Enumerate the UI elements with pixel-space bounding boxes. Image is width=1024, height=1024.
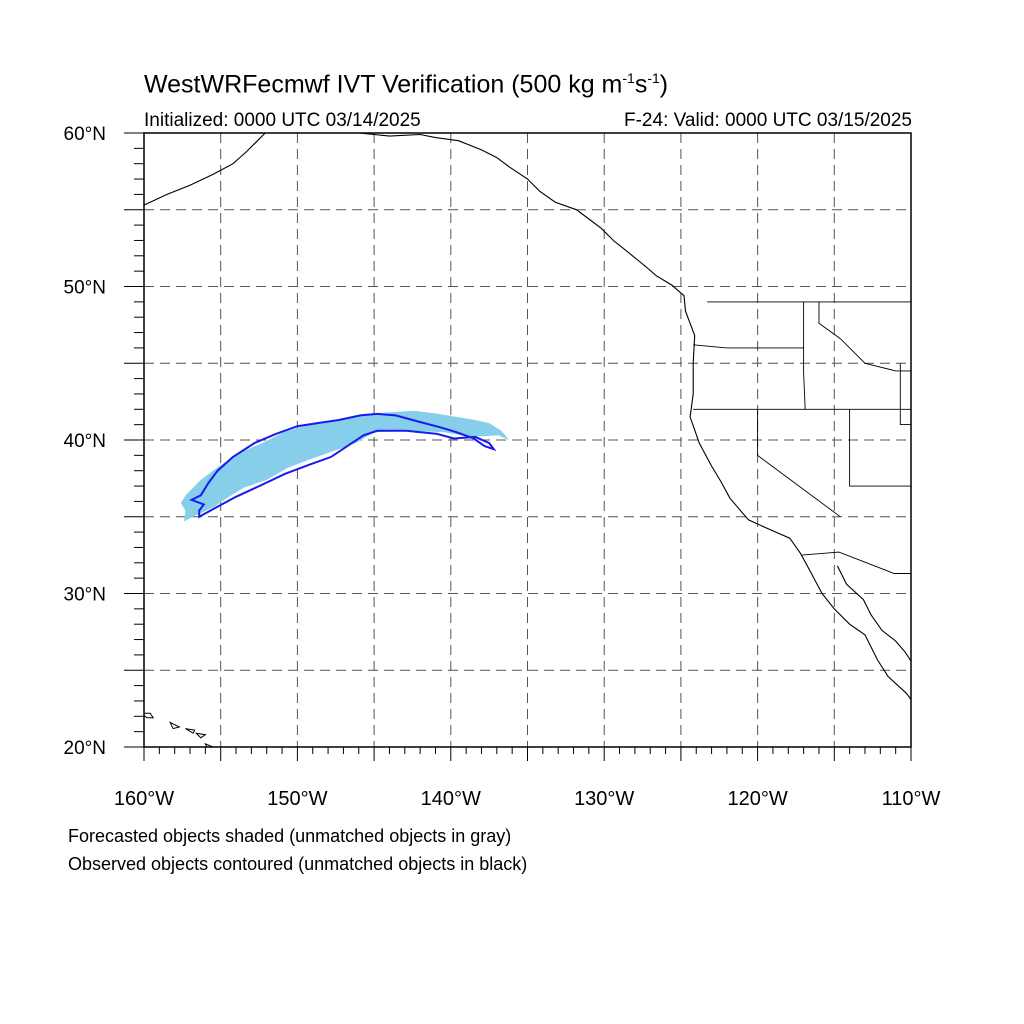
ticks xyxy=(124,132,912,761)
political-border xyxy=(757,409,841,518)
hawaii-island xyxy=(144,712,155,719)
y-tick-label: 40°N xyxy=(64,431,106,452)
valid-time-label: F-24: Valid: 0000 UTC 03/15/2025 xyxy=(624,110,912,131)
caption-forecast: Forecasted objects shaded (unmatched obj… xyxy=(68,826,512,846)
hawaii-island xyxy=(194,732,207,739)
observed-object-contour xyxy=(189,412,497,519)
hawaii-island xyxy=(185,728,196,734)
political-border xyxy=(849,409,911,487)
x-tick-label: 160°W xyxy=(114,788,174,810)
forecast-object-shading xyxy=(180,410,510,522)
political-border xyxy=(693,344,806,410)
y-tick-label: 20°N xyxy=(64,738,106,759)
hawaii-island xyxy=(204,742,215,747)
political-border xyxy=(818,301,911,372)
gulf-of-california-coast xyxy=(836,565,911,662)
grid-lines xyxy=(144,133,911,747)
x-tick-label: 140°W xyxy=(421,788,481,810)
caption-observed: Observed objects contoured (unmatched ob… xyxy=(68,854,528,874)
geography-layer xyxy=(144,133,911,747)
political-border xyxy=(899,363,911,426)
y-tick-label: 60°N xyxy=(64,124,106,145)
plot-title: WestWRFecmwf IVT Verification (500 kg m-… xyxy=(144,70,669,99)
x-tick-label: 120°W xyxy=(727,788,787,810)
initialized-label: Initialized: 0000 UTC 03/14/2025 xyxy=(144,110,421,131)
hawaii-island xyxy=(169,721,181,730)
y-tick-label: 30°N xyxy=(64,585,106,606)
x-tick-label: 150°W xyxy=(267,788,327,810)
alaska-coastline xyxy=(144,133,266,206)
coastline xyxy=(358,133,911,700)
y-tick-label: 50°N xyxy=(64,278,106,299)
tick-labels: 160°W 150°W 140°W 130°W 120°W 110°W 60°N 50°N 40… xyxy=(64,124,941,810)
objects-layer xyxy=(180,410,510,522)
x-tick-label: 130°W xyxy=(574,788,634,810)
political-border xyxy=(802,551,911,574)
x-tick-label: 110°W xyxy=(882,788,941,810)
